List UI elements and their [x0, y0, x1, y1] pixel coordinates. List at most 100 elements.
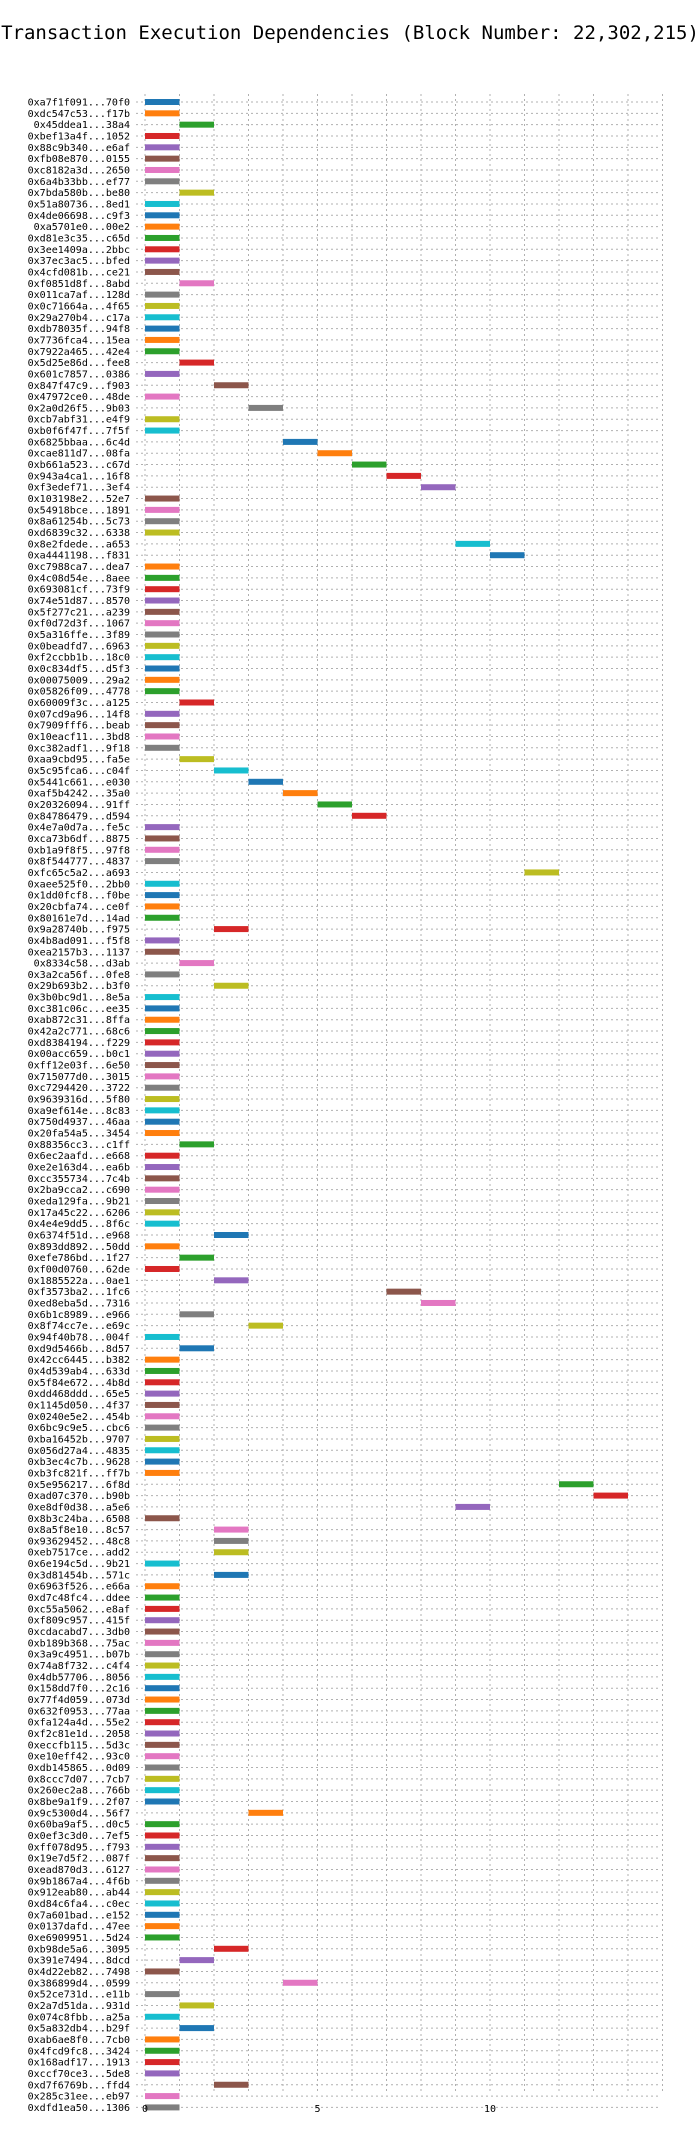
- transaction-bar: [145, 291, 180, 298]
- transaction-bar: [145, 302, 180, 309]
- grid-layer: [136, 94, 663, 2108]
- transaction-label: 0xeb7517ce...add2: [28, 1548, 130, 1559]
- transaction-label: 0xc7294420...3722: [28, 1083, 130, 1094]
- transaction-label: 0x8a61254b...5c73: [28, 517, 130, 528]
- transaction-label: 0xe6909951...5d24: [28, 1933, 130, 1944]
- transaction-label: 0x10eacf11...3bd8: [28, 732, 130, 743]
- transaction-bar: [145, 1730, 180, 1737]
- transaction-label: 0xaf5b4242...35a0: [28, 789, 130, 800]
- transaction-bar: [179, 2025, 214, 2032]
- transaction-bar: [248, 404, 283, 411]
- transaction-label: 0x4b8ad091...f5f8: [28, 936, 130, 947]
- transaction-bar: [214, 2081, 249, 2088]
- transaction-label: 0x0beadfd7...6963: [28, 641, 130, 652]
- transaction-bar: [145, 1220, 180, 1227]
- transaction-label: 0x6a4b33bb...ef77: [28, 177, 130, 188]
- transaction-bar: [559, 1481, 594, 1488]
- transaction-label: 0x056d27a4...4835: [28, 1446, 130, 1457]
- transaction-bar: [455, 1503, 490, 1510]
- transaction-bar: [145, 1390, 180, 1397]
- transaction-bar: [145, 597, 180, 604]
- transaction-bar: [214, 382, 249, 389]
- transaction-bar: [145, 1889, 180, 1896]
- transaction-bar: [145, 688, 180, 695]
- transaction-bar: [145, 1877, 180, 1884]
- bar-layer: [145, 99, 628, 2111]
- transaction-bar: [145, 1028, 180, 1035]
- transaction-bar: [145, 246, 180, 253]
- transaction-label: 0x80161e7d...14ad: [28, 913, 130, 924]
- transaction-label: 0xb661a523...c67d: [28, 460, 130, 471]
- transaction-label: 0x05826f09...4778: [28, 687, 130, 698]
- transaction-label: 0xb1a9f8f5...97f8: [28, 845, 130, 856]
- transaction-bar: [145, 880, 180, 887]
- transaction-label: 0x391e7494...8dcd: [28, 1956, 130, 1967]
- transaction-label: 0x6ec2aafd...e668: [28, 1151, 130, 1162]
- transaction-label: 0x9c5300d4...56f7: [28, 1808, 130, 1819]
- transaction-bar: [179, 1141, 214, 1148]
- transaction-bar: [145, 1617, 180, 1624]
- transaction-bar: [145, 1821, 180, 1828]
- transaction-label: 0xab6ae8f0...7cb0: [28, 2035, 130, 2046]
- transaction-bar: [145, 2093, 180, 2100]
- transaction-bar: [179, 1254, 214, 1261]
- transaction-bar: [145, 155, 180, 162]
- transaction-label: 0x8be9a1f9...2f07: [28, 1797, 130, 1808]
- transaction-label: 0x103198e2...52e7: [28, 494, 130, 505]
- transaction-bar: [145, 1696, 180, 1703]
- transaction-label: 0xcae811d7...08fa: [28, 449, 130, 460]
- transaction-bar: [145, 1583, 180, 1590]
- transaction-bar: [145, 676, 180, 683]
- transaction-label: 0x8ccc7d07...7cb7: [28, 1774, 130, 1785]
- transaction-bar: [145, 642, 180, 649]
- transaction-label: 0xeda129fa...9b21: [28, 1197, 130, 1208]
- transaction-bar: [283, 1979, 318, 1986]
- transaction-label: 0x42cc6445...b382: [28, 1355, 130, 1366]
- transaction-bar: [145, 99, 180, 105]
- transaction-label: 0x4d22eb82...7498: [28, 1967, 130, 1978]
- transaction-bar: [283, 438, 318, 445]
- transaction-label: 0x7922a465...42e4: [28, 347, 130, 358]
- transaction-bar: [145, 506, 180, 513]
- transaction-bar: [145, 2036, 180, 2043]
- transaction-label: 0xf2ccbb1b...18c0: [28, 653, 130, 664]
- transaction-bar: [145, 1152, 180, 1159]
- transaction-bar: [145, 1991, 180, 1998]
- transaction-bar: [145, 948, 180, 955]
- transaction-bar: [145, 1843, 180, 1850]
- transaction-bar: [145, 608, 180, 615]
- transaction-label: 0xead870d3...6127: [28, 1865, 130, 1876]
- transaction-label: 0xd8384194...f229: [28, 1038, 130, 1049]
- transaction-label: 0x6b1c8989...e966: [28, 1310, 130, 1321]
- transaction-label: 0x893dd892...50dd: [28, 1242, 130, 1253]
- transaction-label: 0x1885522a...0ae1: [28, 1276, 130, 1287]
- transaction-bar: [145, 1900, 180, 1907]
- transaction-bar: [145, 1605, 180, 1612]
- transaction-label: 0xa7f1f091...70f0: [28, 98, 130, 109]
- transaction-bar: [214, 982, 249, 989]
- transaction-bar: [145, 1039, 180, 1046]
- transaction-label: 0x0137dafd...47ee: [28, 1922, 130, 1933]
- transaction-label: 0x93629452...48c8: [28, 1536, 130, 1547]
- transaction-label: 0x9a28740b...f975: [28, 925, 130, 936]
- transaction-bar: [145, 1209, 180, 1216]
- transaction-label: 0x715077d0...3015: [28, 1072, 130, 1083]
- transaction-label: 0xcdacabd7...3db0: [28, 1627, 130, 1638]
- transaction-label: 0xcc355734...7c4b: [28, 1174, 130, 1185]
- transaction-label: 0x29a270b4...c17a: [28, 313, 130, 324]
- transaction-bar: [145, 1062, 180, 1069]
- transaction-bar: [145, 234, 180, 241]
- transaction-bar: [145, 1118, 180, 1125]
- transaction-bar: [179, 359, 214, 366]
- transaction-bar: [145, 1855, 180, 1862]
- transaction-label: 0x2a7d51da...931d: [28, 2001, 130, 2012]
- transaction-label: 0xc382adf1...9f18: [28, 743, 130, 754]
- transaction-label: 0xba16452b...9707: [28, 1434, 130, 1445]
- transaction-label: 0xc55a5062...e8af: [28, 1604, 130, 1615]
- transaction-label: 0x0ef3c3d0...7ef5: [28, 1831, 130, 1842]
- transaction-label: 0xa4441198...f831: [28, 551, 130, 562]
- transaction-label: 0xd7f6769b...ffd4: [28, 2080, 130, 2091]
- transaction-label: 0x8b3c24ba...6508: [28, 1514, 130, 1525]
- transaction-bar: [145, 1639, 180, 1646]
- transaction-label: 0x07cd9a96...14f8: [28, 709, 130, 720]
